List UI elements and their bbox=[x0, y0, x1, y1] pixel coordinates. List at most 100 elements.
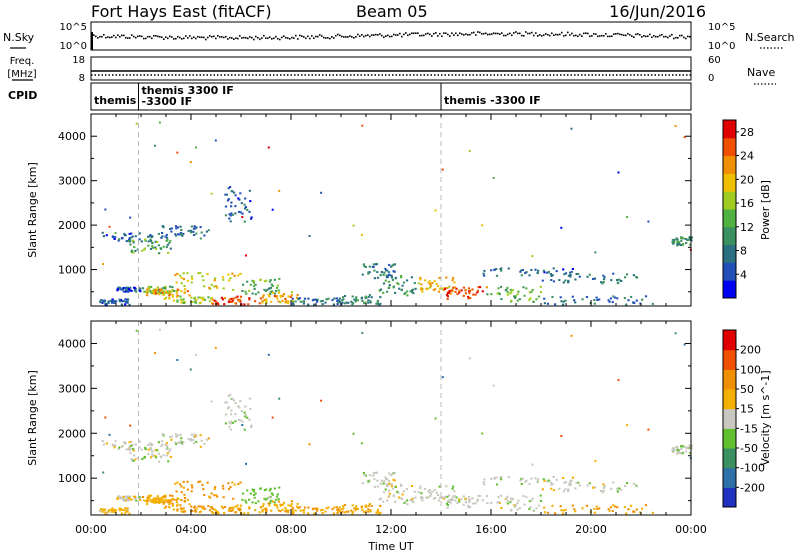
range-gate-cell bbox=[282, 501, 286, 504]
range-gate-cell bbox=[176, 299, 179, 302]
range-gate-cell bbox=[214, 509, 217, 512]
range-gate-cell bbox=[233, 274, 236, 277]
range-gate-cell bbox=[122, 495, 125, 498]
range-gate-cell bbox=[130, 249, 133, 252]
range-gate-cell bbox=[496, 292, 499, 295]
range-gate-cell bbox=[135, 329, 138, 332]
range-gate-cell bbox=[128, 303, 131, 306]
range-gate-cell bbox=[550, 275, 553, 277]
nsky-point bbox=[629, 34, 631, 36]
range-gate-cell bbox=[182, 486, 185, 489]
range-gate-cell bbox=[180, 233, 183, 236]
range-gate-cell bbox=[207, 505, 210, 508]
range-gate-cell bbox=[278, 397, 281, 400]
range-gate-cell bbox=[147, 494, 150, 497]
range-gate-cell bbox=[224, 214, 228, 217]
range-gate-cell bbox=[308, 235, 311, 237]
nsky-point bbox=[541, 35, 543, 37]
range-gate-cell bbox=[384, 267, 387, 270]
range-gate-cell bbox=[229, 428, 232, 431]
nsky-series bbox=[91, 31, 691, 50]
range-gate-cell bbox=[412, 500, 415, 503]
range-gate-cell bbox=[119, 495, 122, 498]
range-gate-cell bbox=[616, 487, 619, 490]
range-gate-cell bbox=[121, 509, 124, 511]
range-gate-cell bbox=[577, 273, 580, 275]
range-gate-cell bbox=[372, 263, 375, 266]
range-gate-cell bbox=[275, 286, 279, 289]
nsky-point bbox=[243, 36, 245, 39]
nsky-point bbox=[371, 34, 373, 36]
range-gate-cell bbox=[259, 506, 262, 509]
x-axis-label: Time UT bbox=[367, 540, 413, 553]
nsky-point bbox=[417, 32, 419, 34]
range-gate-cell bbox=[154, 246, 157, 249]
range-gate-cell bbox=[620, 280, 623, 282]
range-gate-cell bbox=[126, 287, 129, 290]
range-gate-cell bbox=[151, 501, 154, 504]
range-gate-cell bbox=[250, 217, 253, 220]
range-gate-cell bbox=[203, 442, 206, 445]
range-gate-cell bbox=[221, 484, 225, 487]
range-gate-cell bbox=[180, 485, 183, 488]
range-gate-cell bbox=[367, 480, 370, 483]
range-gate-cell bbox=[156, 288, 160, 291]
range-gate-cell bbox=[194, 435, 197, 438]
range-gate-cell bbox=[193, 433, 196, 436]
range-gate-cell bbox=[338, 297, 341, 300]
range-gate-cell bbox=[168, 290, 171, 293]
range-gate-cell bbox=[497, 287, 500, 290]
range-gate-cell bbox=[448, 289, 451, 292]
range-gate-cell bbox=[234, 413, 237, 416]
range-gate-cell bbox=[532, 300, 535, 303]
range-gate-cell bbox=[128, 512, 131, 515]
range-gate-cell bbox=[523, 294, 526, 297]
range-gate-cell bbox=[138, 232, 142, 235]
colorbar-segment bbox=[723, 389, 736, 410]
range-gate-cell bbox=[155, 497, 158, 500]
range-gate-cell bbox=[546, 271, 549, 274]
nsky-point bbox=[649, 33, 651, 36]
range-gate-cell bbox=[160, 445, 163, 448]
range-gate-cell bbox=[159, 501, 162, 504]
range-gate-cell bbox=[151, 499, 154, 502]
range-gate-cell bbox=[426, 496, 429, 499]
nsky-point bbox=[557, 33, 559, 36]
nsky-point bbox=[565, 34, 567, 37]
range-gate-cell bbox=[114, 231, 117, 234]
range-gate-cell bbox=[167, 292, 170, 295]
range-gate-cell bbox=[261, 510, 264, 513]
range-gate-cell bbox=[569, 271, 572, 274]
range-gate-cell bbox=[353, 507, 356, 510]
range-gate-cell bbox=[567, 281, 570, 283]
range-gate-cell bbox=[509, 288, 512, 291]
range-gate-cell bbox=[263, 489, 266, 492]
nsky-point bbox=[475, 34, 477, 36]
range-gate-cell bbox=[500, 269, 503, 272]
range-gate-cell bbox=[362, 263, 365, 266]
range-gate-cell bbox=[146, 499, 150, 502]
range-gate-cell bbox=[169, 285, 172, 288]
colorbar-segment bbox=[723, 173, 736, 192]
range-gate-cell bbox=[286, 510, 289, 513]
range-gate-cell bbox=[227, 279, 231, 282]
range-gate-cell bbox=[505, 288, 508, 291]
range-gate-cell bbox=[239, 419, 242, 422]
range-gate-cell bbox=[688, 236, 691, 239]
nsky-point bbox=[551, 32, 553, 35]
range-gate-cell bbox=[456, 502, 459, 504]
range-gate-cell bbox=[134, 458, 137, 461]
nsky-point bbox=[501, 32, 503, 34]
range-gate-cell bbox=[121, 237, 124, 240]
range-gate-cell bbox=[376, 271, 379, 274]
range-gate-cell bbox=[552, 280, 556, 283]
range-gate-cell bbox=[122, 300, 125, 303]
range-gate-cell bbox=[307, 303, 310, 306]
colorbar-frame bbox=[722, 119, 737, 299]
range-gate-cell bbox=[133, 287, 136, 290]
range-gate-cell bbox=[214, 277, 217, 280]
range-gate-cell bbox=[625, 273, 629, 276]
nsky-point bbox=[661, 33, 663, 36]
range-gate-cell bbox=[156, 449, 159, 452]
